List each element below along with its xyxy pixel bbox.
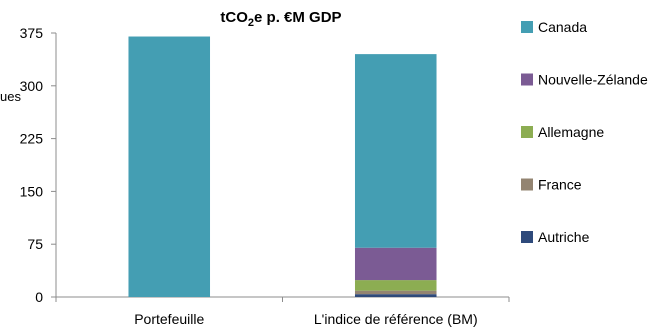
x-axis: Portefeuille L'indice de référence (BM) bbox=[55, 296, 510, 327]
legend: Canada Nouvelle-Zélande Allemagne France Aut… bbox=[521, 19, 648, 245]
x-tick-label: Portefeuille bbox=[134, 311, 204, 327]
legend-label: Allemagne bbox=[538, 124, 604, 140]
y-axis-label: ues bbox=[0, 89, 21, 104]
legend-label: Autriche bbox=[538, 229, 590, 245]
legend-swatch bbox=[521, 231, 533, 243]
bars bbox=[128, 36, 437, 298]
y-tick-label: 375 bbox=[20, 25, 44, 41]
x-tick-label: L'indice de référence (BM) bbox=[314, 311, 478, 327]
chart-title-main: tCO bbox=[220, 9, 248, 26]
y-tick-label: 0 bbox=[35, 289, 43, 305]
legend-swatch bbox=[521, 73, 533, 86]
chart-title-rest: e p. €M GDP bbox=[254, 9, 342, 26]
legend-item: Allemagne bbox=[521, 124, 604, 140]
bar-segment bbox=[354, 280, 437, 291]
y-tick-label: 75 bbox=[27, 236, 43, 252]
bar-segment bbox=[128, 36, 211, 298]
y-tick-label: 300 bbox=[20, 78, 44, 94]
legend-item: Nouvelle-Zélande bbox=[521, 72, 648, 88]
legend-item: Autriche bbox=[521, 229, 590, 245]
legend-swatch bbox=[521, 21, 533, 33]
chart-title-subscript: 2 bbox=[248, 17, 254, 29]
bar-segment bbox=[354, 290, 437, 295]
chart-title: tCO2e p. €M GDP bbox=[220, 9, 341, 29]
y-tick-label: 150 bbox=[20, 183, 44, 199]
y-axis: 0 75 150 225 300 375 bbox=[20, 25, 57, 305]
legend-swatch bbox=[521, 126, 533, 138]
legend-item: France bbox=[521, 177, 582, 193]
y-tick-label: 225 bbox=[20, 131, 44, 147]
legend-label: Nouvelle-Zélande bbox=[538, 72, 648, 88]
bar-segment bbox=[354, 54, 437, 248]
legend-label: France bbox=[538, 177, 582, 193]
bar-segment bbox=[354, 247, 437, 281]
bar-segment bbox=[354, 294, 437, 297]
legend-swatch bbox=[521, 178, 533, 191]
legend-item: Canada bbox=[521, 19, 587, 35]
legend-label: Canada bbox=[538, 19, 587, 35]
